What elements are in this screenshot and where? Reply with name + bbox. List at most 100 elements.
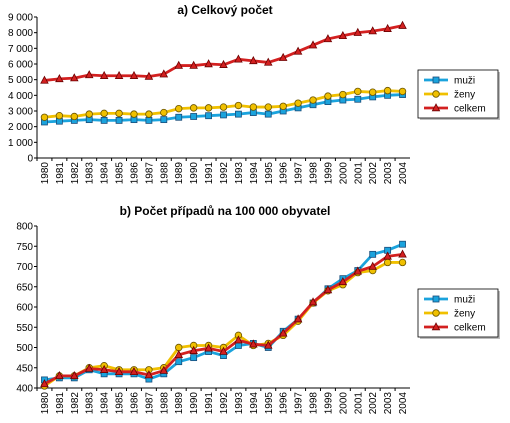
chart-1: a) Celkový počet 0 1 000 2 000 3 000 4 000 5 0… [8,3,500,184]
data-point [249,103,258,111]
x-tick-label: 1980 [40,392,51,415]
x-tick-label: 1990 [189,392,200,415]
data-point [40,113,49,121]
x-tick-label: 1996 [279,162,290,185]
data-point [294,99,302,107]
series-line [44,242,404,382]
data-point [100,109,108,118]
data-point [40,75,49,84]
data-point [84,363,94,372]
data-point [432,309,440,317]
legend: muži ženy celkem [417,69,500,120]
legend-label: muži [454,76,475,87]
x-tick-label: 1984 [100,392,111,415]
data-point [174,60,184,69]
data-point [159,69,169,78]
data-point [235,110,242,118]
x-tick-label: 1987 [144,162,155,185]
data-point [204,343,213,352]
x-tick-label: 2001 [353,392,364,415]
data-point [70,370,79,380]
y-tick-label: 6 000 [8,60,33,71]
y-tick-label: 8 000 [8,28,33,39]
data-point [190,113,198,120]
x-tick-label: 1993 [234,392,245,415]
data-point [175,113,183,121]
legend-item-ženy: ženy [424,309,475,320]
x-tick-label: 2000 [338,162,349,185]
data-point [219,346,228,355]
data-point [324,92,332,100]
x-tick-label: 1996 [279,392,290,415]
data-point [293,314,303,323]
data-point [175,343,183,352]
data-point [219,59,228,68]
data-point [398,87,407,96]
legend-label: celkem [454,104,486,115]
x-tick-label: 1981 [55,162,66,185]
y-tick-label: 3 000 [8,107,33,118]
x-tick-label: 1984 [100,162,111,185]
data-point [234,54,243,63]
series-celkem [40,249,407,388]
data-point [129,70,139,79]
y-tick-label: 1 000 [8,138,33,149]
x-tick-label: 1994 [249,392,260,415]
x-tick-label: 1990 [189,162,200,185]
x-tick-label: 2004 [398,162,409,185]
x-tick-label: 1983 [85,392,96,415]
data-point [205,112,212,120]
data-point [175,358,183,366]
data-point [353,266,363,275]
legend: muži ženy celkem [417,288,500,339]
y-tick-label: 750 [16,242,33,253]
data-point [114,70,124,79]
data-point [308,40,318,49]
y-tick-label: 2 000 [8,122,33,133]
x-tick-label: 1997 [294,162,305,185]
series-line [43,261,403,388]
series-line [44,24,403,82]
data-point [174,349,184,358]
data-point [308,297,318,306]
data-point [115,109,123,118]
y-tick-label: 700 [16,262,33,273]
data-point [338,30,348,39]
data-point [160,108,168,117]
data-point [189,345,198,354]
x-tick-label: 1988 [159,392,170,415]
x-tick-label: 1999 [323,392,334,415]
data-point [99,70,109,79]
y-tick-label: 400 [16,384,33,395]
legend-label: celkem [454,323,486,334]
data-point [190,354,198,362]
y-tick-label: 7 000 [8,44,33,55]
legend-item-celkem: celkem [424,322,486,334]
data-point [55,111,64,120]
y-tick-label: 4 000 [8,91,33,102]
x-tick-label: 2000 [338,392,349,415]
y-tick-label: 600 [16,303,33,314]
x-tick-label: 1993 [234,162,245,185]
data-point [399,240,406,248]
y-tick-label: 500 [16,343,33,354]
data-point [369,88,377,96]
x-tick-label: 1998 [309,162,320,185]
x-tick-label: 1987 [144,392,155,415]
x-tick-label: 1986 [129,392,140,415]
data-point [175,104,183,113]
x-tick-label: 1992 [219,392,230,415]
x-tick-label: 1995 [264,162,275,185]
data-point [278,52,288,61]
data-point [55,370,64,380]
data-point [189,60,198,69]
x-tick-label: 1988 [159,162,170,185]
data-point [129,366,139,376]
data-point [100,117,108,124]
x-tick-label: 2003 [383,162,394,185]
x-tick-label: 1983 [85,162,96,185]
data-point [432,90,440,98]
data-point [279,102,287,110]
